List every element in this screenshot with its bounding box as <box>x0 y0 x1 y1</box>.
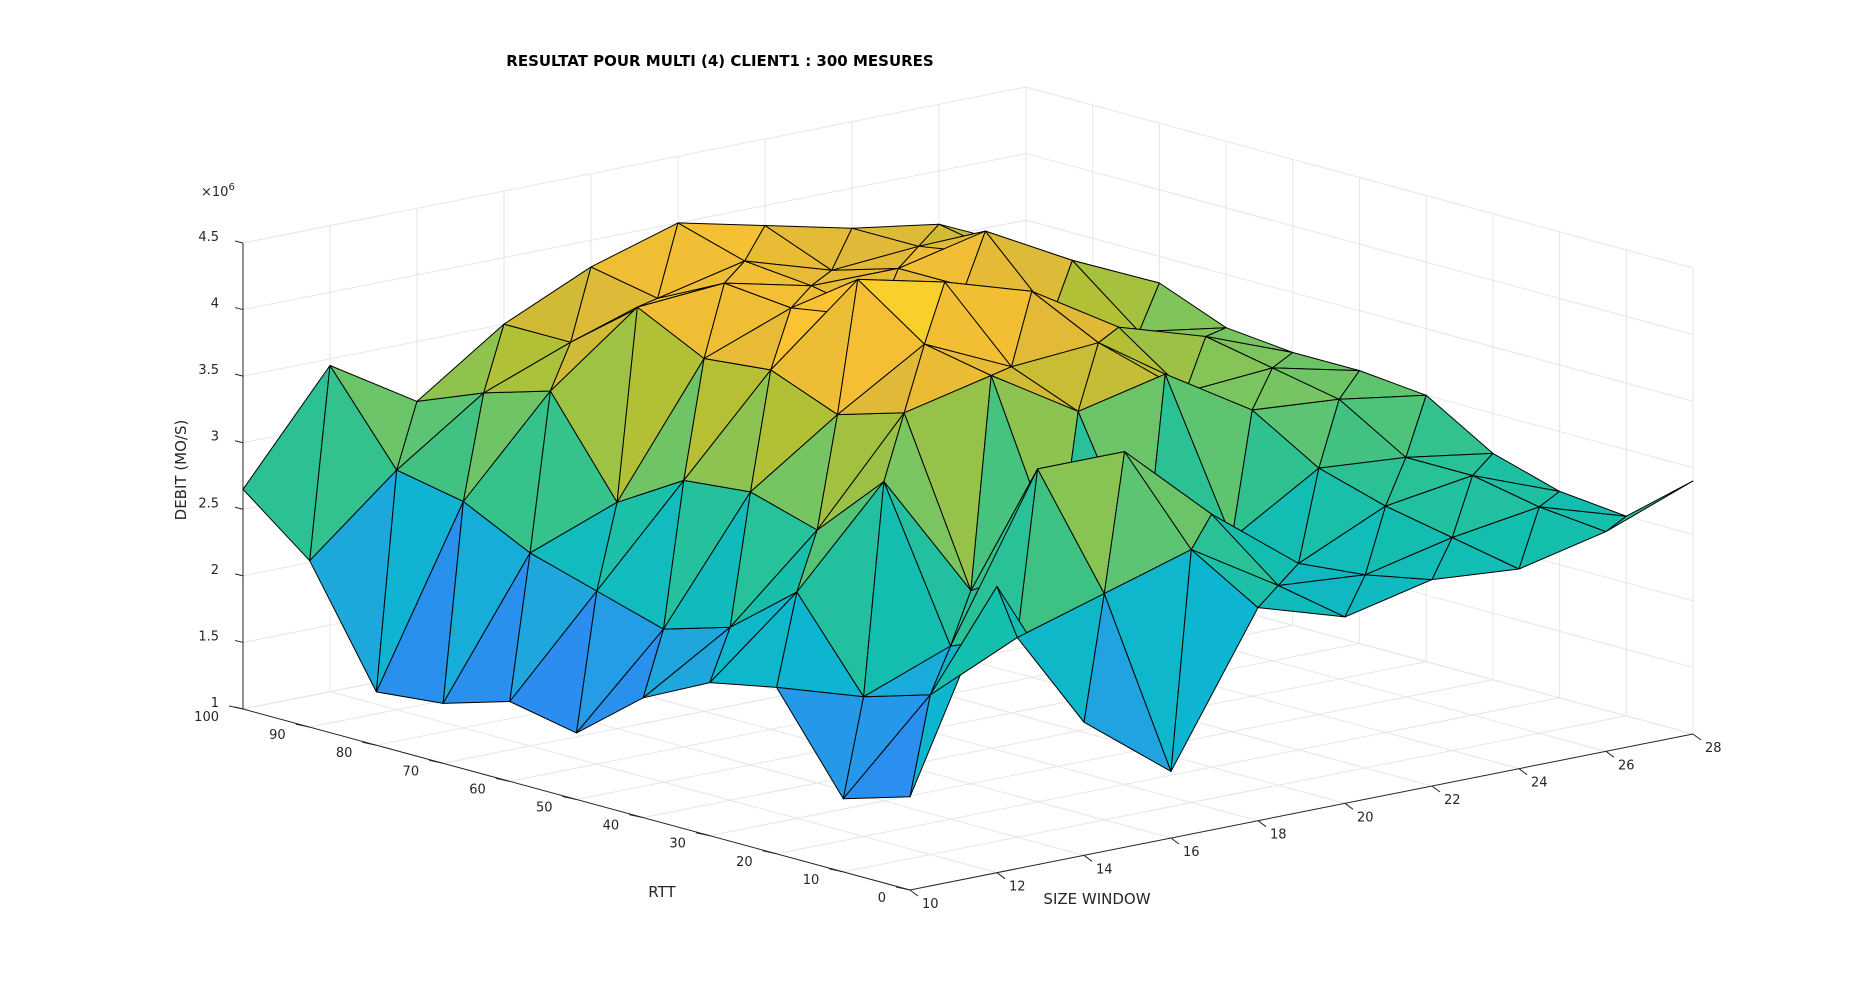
side-wall-grid-z <box>1025 86 1694 269</box>
x-tick-label: 26 <box>1618 758 1635 773</box>
x-tick <box>1083 854 1093 862</box>
back-wall-grid-z <box>242 86 1027 244</box>
x-tick-label: 18 <box>1270 828 1287 843</box>
y-tick <box>695 832 711 837</box>
z-tick <box>234 440 244 444</box>
z-tick <box>234 240 244 244</box>
y-tick-label: 0 <box>878 891 886 906</box>
x-tick <box>1170 837 1180 845</box>
x-tick-label: 20 <box>1357 810 1374 825</box>
floor-grid-y <box>843 715 1627 873</box>
floor-grid-y <box>709 679 1493 837</box>
z-tick <box>234 639 244 643</box>
z-axis-exponent: ×106 <box>201 182 235 200</box>
y-axis-label: RTT <box>648 883 676 901</box>
x-tick-label: 24 <box>1531 776 1548 791</box>
z-axis-label: DEBIT (MO/S) <box>172 420 190 521</box>
x-tick-label: 22 <box>1444 793 1461 808</box>
floor-grid-y <box>576 643 1360 800</box>
y-tick <box>295 723 310 728</box>
z-tick <box>234 706 244 710</box>
y-tick-label: 70 <box>403 764 420 779</box>
y-tick <box>629 814 644 819</box>
z-tick-label: 3.5 <box>198 363 219 378</box>
z-tick <box>234 373 244 377</box>
y-tick-label: 80 <box>336 746 353 761</box>
x-tick <box>909 889 919 897</box>
x-tick <box>1605 750 1615 758</box>
back-wall-grid-z <box>242 153 1027 311</box>
y-tick-label: 90 <box>269 728 286 743</box>
x-tick <box>1431 785 1441 793</box>
x-tick <box>1257 820 1267 828</box>
side-wall-grid-z <box>1025 219 1694 402</box>
x-tick-label: 28 <box>1705 741 1722 756</box>
x-tick <box>1692 733 1702 741</box>
surface <box>242 222 1694 800</box>
z-tick-label: 2 <box>211 563 219 578</box>
x-tick-label: 10 <box>922 897 939 912</box>
z-tick-label: 2.5 <box>198 496 219 511</box>
x-tick-label: 14 <box>1096 862 1113 877</box>
z-tick-label: 1 <box>211 696 219 711</box>
x-tick <box>1344 802 1354 810</box>
tick-labels: 1012141618202224262801020304050607080901… <box>194 230 1721 912</box>
floor-grid-y <box>776 697 1560 855</box>
y-tick <box>495 777 510 782</box>
y-tick <box>762 850 777 855</box>
y-tick-label: 50 <box>536 801 553 816</box>
x-axis-line <box>909 733 1694 891</box>
z-tick-label: 3 <box>211 430 219 445</box>
z-tick-label: 1.5 <box>198 629 219 644</box>
y-tick <box>428 759 444 764</box>
side-wall-grid-z <box>1025 153 1694 336</box>
surface-facet <box>1605 480 1694 533</box>
z-tick <box>234 307 244 311</box>
y-tick-label: 100 <box>194 710 219 725</box>
floor-grid-y <box>643 661 1427 819</box>
y-tick <box>562 796 577 800</box>
x-tick-label: 12 <box>1009 880 1026 895</box>
x-tick <box>996 872 1006 880</box>
x-tick <box>1518 768 1528 776</box>
y-tick-label: 20 <box>736 855 753 870</box>
z-tick-label: 4 <box>211 297 219 312</box>
y-tick-label: 60 <box>469 782 486 797</box>
y-tick-label: 10 <box>803 873 820 888</box>
y-tick-label: 30 <box>669 837 686 852</box>
y-tick-label: 40 <box>603 819 620 834</box>
y-tick <box>895 886 911 891</box>
axes <box>228 240 1702 897</box>
z-tick <box>234 506 244 510</box>
z-tick <box>234 573 244 577</box>
chart-title: RESULTAT POUR MULTI (4) CLIENT1 : 300 ME… <box>506 52 933 70</box>
x-axis-label: SIZE WINDOW <box>1043 890 1150 908</box>
y-tick <box>829 868 844 873</box>
x-tick-label: 16 <box>1183 845 1200 860</box>
z-tick-label: 4.5 <box>198 230 219 245</box>
y-tick <box>362 741 377 746</box>
